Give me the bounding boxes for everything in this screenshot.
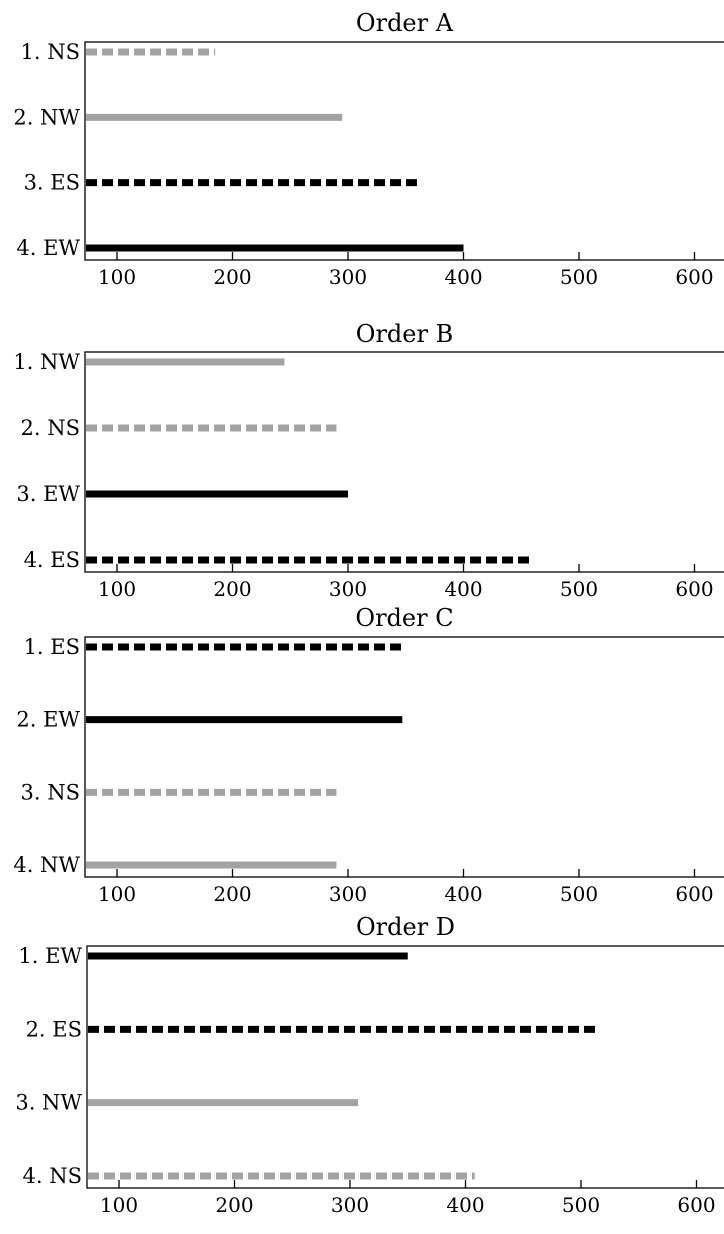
panel-order-a: Order A 100 200 300 400 500 600 1. NS 2. NW 3. ES…	[13, 9, 724, 289]
plot-frame	[86, 945, 724, 1189]
plot-frame	[84, 636, 724, 878]
x-tick-label-600: 600	[675, 265, 713, 289]
x-tick-label-400: 400	[444, 265, 482, 289]
panel-order-b: Order B 100 200 300 400 500 600 1. NW 2. NS 3. EW…	[13, 320, 724, 601]
x-tick-label-100: 100	[98, 265, 136, 289]
category-label: 2. NW	[13, 105, 80, 129]
x-tick-label-200: 200	[213, 882, 251, 906]
category-label: 1. EW	[18, 944, 82, 968]
category-label: 4. EW	[16, 236, 80, 260]
category-label: 3. NS	[21, 780, 80, 804]
x-tick-label-200: 200	[213, 265, 251, 289]
x-tick-label-100: 100	[100, 1193, 138, 1217]
x-tick-label-100: 100	[98, 577, 136, 601]
category-label: 1. NW	[13, 350, 80, 374]
x-tick-label-600: 600	[675, 577, 713, 601]
category-label: 2. EW	[16, 708, 80, 732]
category-label: 2. NS	[21, 416, 80, 440]
chart-title: Order C	[355, 604, 453, 632]
x-tick-label-100: 100	[98, 882, 136, 906]
x-tick-label-200: 200	[213, 577, 251, 601]
x-tick-label-200: 200	[215, 1193, 253, 1217]
category-label: 2. ES	[26, 1017, 82, 1041]
x-tick-label-600: 600	[675, 882, 713, 906]
x-tick-label-600: 600	[677, 1193, 715, 1217]
category-label: 4. NS	[23, 1164, 82, 1188]
chart-title: Order D	[356, 913, 455, 941]
x-tick-label-400: 400	[444, 882, 482, 906]
x-tick-label-300: 300	[331, 1193, 369, 1217]
x-tick-label-500: 500	[562, 1193, 600, 1217]
panel-order-d: Order D 100 200 300 400 500 600 1. EW 2. ES 3. NW…	[15, 913, 724, 1217]
category-label: 3. NW	[15, 1091, 82, 1115]
x-tick-label-500: 500	[560, 882, 598, 906]
x-tick-label-500: 500	[560, 265, 598, 289]
category-label: 4. ES	[24, 548, 80, 572]
category-label: 3. ES	[24, 171, 80, 195]
x-tick-label-300: 300	[329, 882, 367, 906]
category-label: 1. ES	[24, 635, 80, 659]
chart-title: Order A	[356, 9, 454, 37]
x-tick-label-300: 300	[329, 265, 367, 289]
panel-order-c: Order C 100 200 300 400 500 600 1. ES 2. EW 3. NS…	[13, 604, 724, 906]
x-tick-label-500: 500	[560, 577, 598, 601]
x-tick-label-300: 300	[329, 577, 367, 601]
x-tick-label-400: 400	[446, 1193, 484, 1217]
category-label: 1. NS	[21, 40, 80, 64]
plot-frame	[84, 41, 724, 261]
category-label: 4. NW	[13, 853, 80, 877]
plot-frame	[84, 351, 724, 573]
x-tick-label-400: 400	[444, 577, 482, 601]
category-label: 3. EW	[16, 482, 80, 506]
chart-title: Order B	[356, 320, 453, 348]
